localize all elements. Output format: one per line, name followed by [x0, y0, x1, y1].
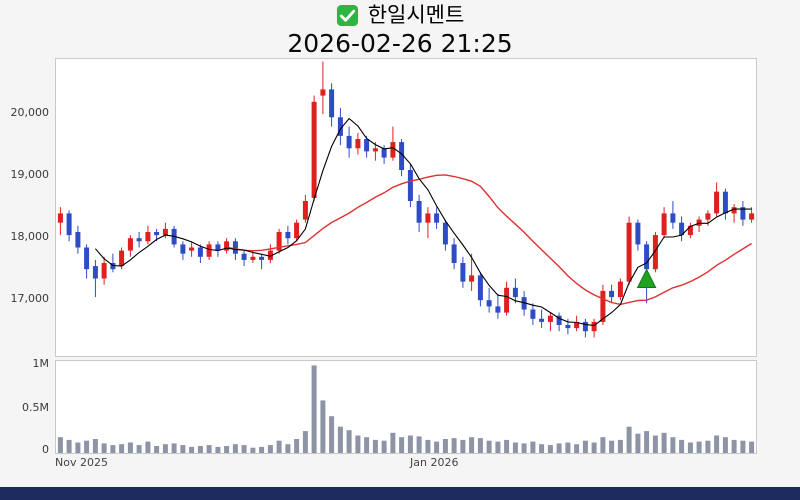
x-label-nov-2025: Nov 2025 — [55, 456, 108, 469]
chart-datetime: 2026-02-26 21:25 — [287, 29, 513, 58]
price-chart-panel — [55, 58, 757, 357]
volume-tick-1m: 1M — [32, 357, 50, 370]
price-tick-20000: 20,000 — [10, 106, 50, 119]
volume-tick-05m: 0.5M — [22, 401, 49, 414]
bottom-bar — [0, 487, 800, 500]
buy-signal-triangle-icon — [636, 268, 657, 288]
volume-chart-panel — [55, 360, 757, 454]
price-tick-19000: 19,000 — [10, 168, 50, 181]
price-tick-18000: 18,000 — [10, 230, 50, 243]
green-checkbox-icon — [336, 4, 359, 27]
chart-header: 한일시멘트 2026-02-26 21:25 — [0, 0, 800, 58]
candlestick-chart — [57, 61, 755, 338]
x-label-jan-2026: Jan 2026 — [410, 456, 459, 469]
title-line: 한일시멘트 — [0, 0, 800, 30]
volume-tick-0: 0 — [42, 443, 49, 456]
price-tick-17000: 17,000 — [10, 292, 50, 305]
stock-name: 한일시멘트 — [367, 3, 465, 27]
volume-bars-chart — [57, 365, 755, 453]
